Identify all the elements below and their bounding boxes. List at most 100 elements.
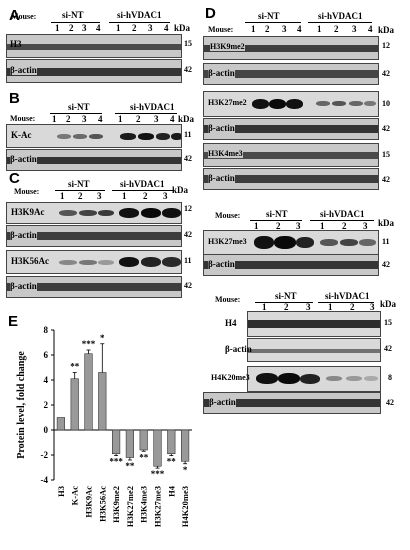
panel-d3-blot-h4 [247,311,381,337]
panel-d2-lane-2: 2 [276,221,281,231]
panel-d-blot-actin-1 [203,63,379,85]
bar [70,378,79,431]
panel-b-group-2: si-hVDAC1 [130,102,175,112]
panel-d-lane-8: 4 [368,24,373,34]
panel-c-blot-3-label: H3K56Ac [11,256,49,266]
panel-c-group-1-line [55,190,105,191]
panel-d2-group-1: si-NT [266,209,288,219]
panel-d-lane-3: 3 [282,24,287,34]
panel-d2-group-2: si-hVDAC1 [320,209,365,219]
panel-d-group-2-line [308,22,372,23]
panel-d-blot-3-kda: 10 [382,99,390,108]
panel-d3-lane-4: 1 [328,302,333,312]
panel-c-blot-2-label: β-actin [10,230,37,240]
panel-a-lane-6: 2 [132,23,137,33]
bar [112,429,121,455]
panel-d-kda-header: kDa [378,25,395,35]
panel-d3-group-1-line [255,302,313,303]
category-label: H3K4me3 [139,486,149,523]
panel-d2-mouse-label: Mouse: [215,211,241,220]
panel-d-blot-2-kda: 42 [382,69,390,78]
significance-marker: ** [167,457,177,467]
y-tick-label: 4 [44,375,49,385]
panel-d-lane-1: 1 [251,24,256,34]
panel-d3-group-2: si-hVDAC1 [325,291,370,301]
significance-marker: * [100,333,105,343]
panel-c-kda-header: kDa [172,185,189,195]
panel-d2-lane-3: 3 [296,221,301,231]
panel-d-blot-1-label: H3K9me2 [210,42,245,51]
panel-d3-blot-3-label: H4K20me3 [211,373,250,382]
panel-d3-lane-6: 3 [370,302,375,312]
bar [153,429,162,467]
significance-marker: ** [125,461,135,471]
category-label: H4K20me3 [180,486,190,527]
category-label: H3K56Ac [97,486,107,522]
panel-a-blot-1-kda: 15 [184,39,192,48]
panel-b-blot-2-kda: 42 [184,154,192,163]
panel-a-letter: A [9,7,20,24]
panel-c-blot-actin-2 [6,276,182,298]
category-label: K-Ac [70,486,80,506]
panel-d3-lane-3: 3 [306,302,311,312]
panel-b-lane-6: 2 [136,114,141,124]
category-label: H3K27me3 [153,486,163,527]
panel-d3-group-2-line [318,302,374,303]
y-tick-label: 8 [44,325,49,335]
panel-b-mouse-label: Mouse: [10,114,36,123]
panel-c-blot-4-kda: 42 [184,281,192,290]
significance-marker: *** [151,469,165,479]
panel-b-lane-5: 1 [118,114,123,124]
panel-d2-lane-4: 1 [320,221,325,231]
panel-a-group-1-line [51,22,100,23]
y-tick-label: -4 [41,475,49,485]
panel-b-blot-1-kda: 11 [184,130,192,139]
panel-d3-blot-2-label: β-actin [225,344,252,354]
significance-marker: ** [139,452,149,462]
panel-d2-blot-2-label: β-actin [208,259,235,269]
panel-d2-blot-actin [203,254,379,276]
panel-c-blot-1-label: H3K9Ac [11,207,45,217]
y-tick-label: 0 [44,425,49,435]
panel-b-lane-3: 3 [82,114,87,124]
panel-c-lane-3: 3 [97,191,102,201]
panel-d-blot-actin-2 [203,118,379,140]
bar [56,417,65,431]
panel-a-blot-1-label: H3 [10,39,22,49]
bar [167,429,176,455]
panel-d-blot-4-label: β-actin [208,123,235,133]
significance-marker: *** [109,457,123,467]
panel-d2-blot-2-kda: 42 [382,260,390,269]
panel-d3-blot-h4k20me3 [247,366,381,392]
panel-d2-group-1-line [250,220,302,221]
category-label: H4 [166,485,176,497]
panel-c-mouse-label: Mouse: [14,187,40,196]
panel-b-letter: B [9,90,20,107]
category-label: H3K9Ac [84,486,94,518]
panel-c-blot-actin-1 [6,225,182,247]
panel-a-kda-header: kDa [174,23,191,33]
panel-c-blot-1-kda: 12 [184,204,192,213]
panel-a-lane-8: 4 [164,23,169,33]
panel-c-blot-3-kda: 11 [184,256,192,265]
panel-b-lane-4: 4 [98,114,103,124]
panel-d-blot-5-label: H3K4me3 [208,149,243,158]
panel-d-lane-7: 3 [352,24,357,34]
panel-d-blot-h3k27me2 [203,91,379,117]
panel-e-letter: E [8,313,19,330]
panel-a-group-2-line [109,22,170,23]
panel-d2-blot-1-kda: 11 [382,237,390,246]
panel-c-lane-4: 1 [122,191,127,201]
significance-marker: *** [82,339,96,349]
panel-d2-kda-header: kDa [378,218,395,228]
panel-a-group-1: si-NT [62,10,84,20]
panel-a-mouse-label: Mouse: [11,12,37,21]
panel-c-group-2: si-hVDAC1 [120,179,165,189]
panel-c-group-1: si-NT [68,179,90,189]
panel-d-blot-6-kda: 42 [382,175,390,184]
panel-d-blot-6-label: β-actin [208,173,235,183]
panel-b-group-1: si-NT [68,102,90,112]
panel-d-mouse-label: Mouse: [208,25,234,34]
panel-d3-blot-actin-1 [247,338,381,362]
bar [125,429,134,458]
